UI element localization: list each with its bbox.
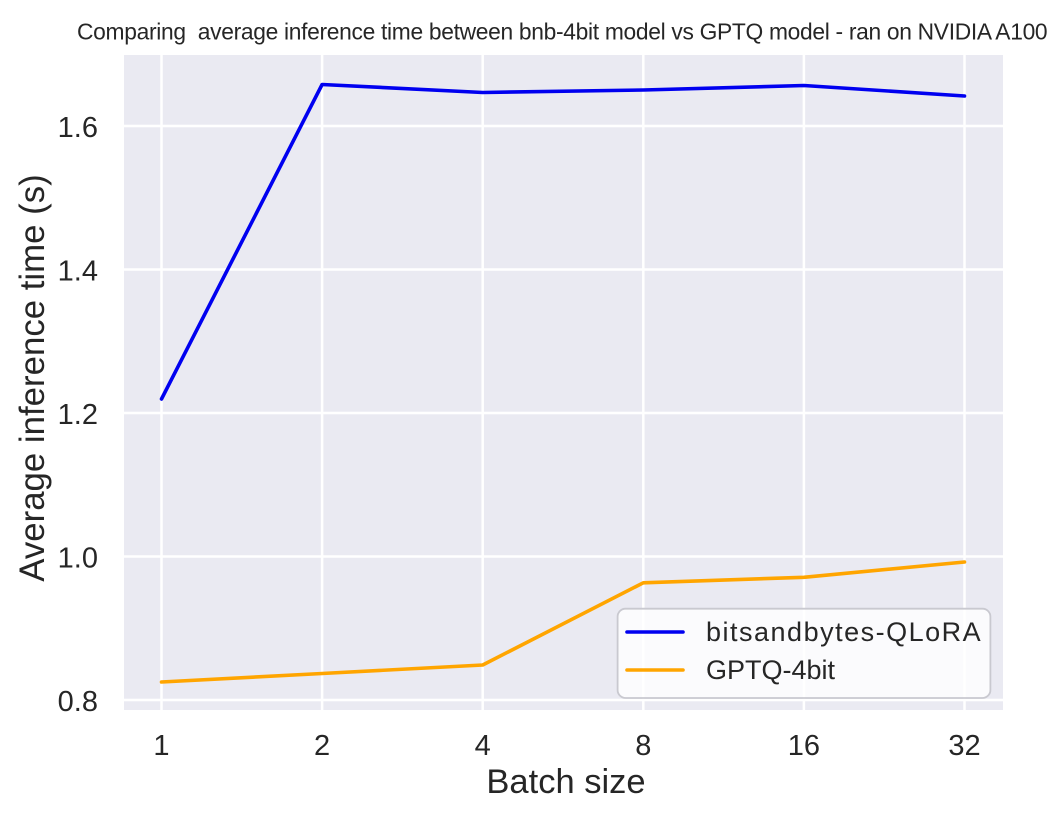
svg-text:1.4: 1.4 xyxy=(58,256,98,288)
svg-text:1: 1 xyxy=(153,730,169,762)
svg-text:1.6: 1.6 xyxy=(58,112,98,144)
svg-text:8: 8 xyxy=(635,730,651,762)
svg-text:1.0: 1.0 xyxy=(58,543,98,575)
svg-text:bitsandbytes-QLoRA: bitsandbytes-QLoRA xyxy=(706,617,982,647)
svg-text:GPTQ-4bit: GPTQ-4bit xyxy=(706,655,836,685)
svg-text:4: 4 xyxy=(475,730,491,762)
svg-text:16: 16 xyxy=(788,730,820,762)
svg-text:32: 32 xyxy=(948,730,980,762)
svg-text:Comparing average inference t: Comparing average inference time between… xyxy=(77,19,1047,45)
svg-text:1.2: 1.2 xyxy=(58,399,98,431)
svg-text:0.8: 0.8 xyxy=(58,686,98,718)
svg-text:Batch size: Batch size xyxy=(486,763,645,801)
svg-text:Average inference time (s): Average inference time (s) xyxy=(13,174,52,581)
svg-text:2: 2 xyxy=(314,730,330,762)
